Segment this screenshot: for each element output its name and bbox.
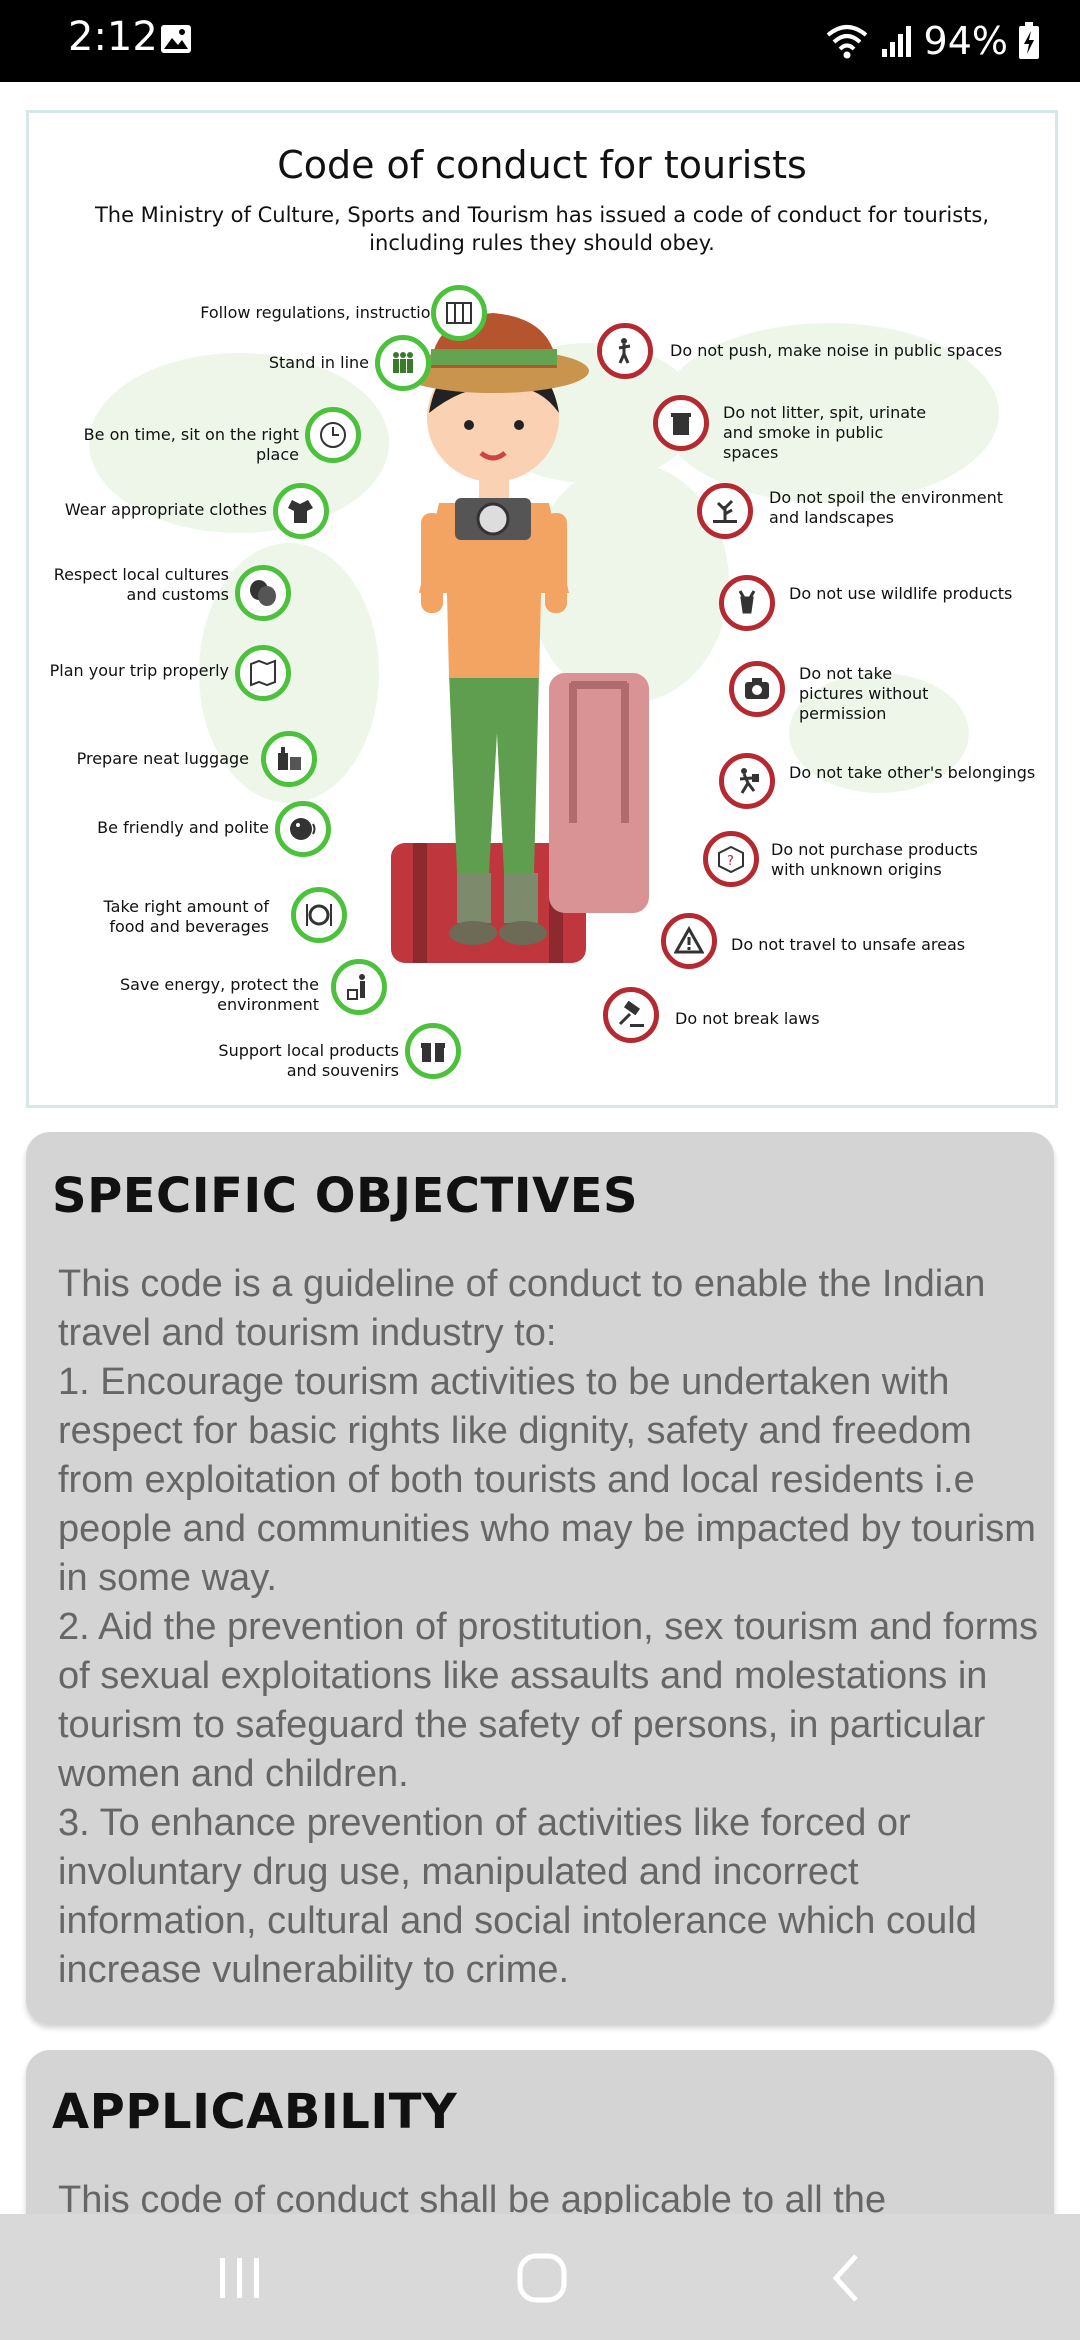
clock-icon: [305, 407, 361, 463]
do-rule-label: Respect local cultures and customs: [53, 565, 229, 604]
do-rule-label: Follow regulations, instructions: [200, 303, 449, 322]
do-rule-label: Stand in line: [268, 353, 369, 372]
do-rule-label: Plan your trip properly: [49, 661, 229, 680]
luggage-icon: [261, 731, 317, 787]
do-rule-label: Be on time, sit on the right place: [83, 425, 299, 464]
infographic-subtitle: The Ministry of Culture, Sports and Tour…: [94, 203, 990, 255]
dont-rule-label: Do not travel to unsafe areas: [731, 935, 966, 954]
map-icon: [431, 285, 487, 341]
gavel-icon: [603, 987, 659, 1043]
code-of-conduct-infographic: Code of conduct for tourists The Ministr…: [26, 110, 1058, 1108]
image-notification-icon: [161, 25, 191, 53]
applicability-heading: APPLICABILITY: [52, 2084, 458, 2140]
do-rule-label: Prepare neat luggage: [76, 749, 249, 768]
do-rule-label: Support local products and souvenirs: [218, 1041, 399, 1080]
do-rule-label: Take right amount of food and beverages: [103, 897, 269, 936]
wifi-icon: [826, 25, 867, 59]
do-rule-label: Be friendly and polite: [97, 818, 269, 837]
friendly-icon: [275, 801, 331, 857]
status-bar: 2:12 94%: [0, 0, 1080, 82]
status-time: 2:12: [68, 14, 158, 60]
dont-rule-label: Do not spoil the environment and landsca…: [769, 488, 1003, 527]
plate-icon: [291, 887, 347, 943]
do-rule-label: Wear appropriate clothes: [64, 500, 267, 519]
back-button[interactable]: [822, 2250, 872, 2306]
dont-rule-label: Do not use wildlife products: [789, 584, 1013, 603]
map-plan-icon: [235, 645, 291, 701]
dont-rule-label: Do not litter, spit, urinate and smoke i…: [723, 403, 927, 462]
recent-apps-button[interactable]: [210, 2252, 270, 2302]
do-rule-label: Save energy, protect the environment: [120, 975, 319, 1014]
specific-objectives-card: SPECIFIC OBJECTIVES This code is a guide…: [26, 1132, 1054, 2024]
tree-icon: [697, 483, 753, 539]
camera-icon: [729, 661, 785, 717]
thief-icon: [719, 753, 775, 809]
queue-icon: [375, 335, 431, 391]
masks-icon: [235, 565, 291, 621]
warning-icon: [661, 913, 717, 969]
infographic-title: Code of conduct for tourists: [277, 143, 807, 187]
signal-icon: [881, 26, 911, 57]
recycle-icon: [331, 959, 387, 1015]
dont-rule-label: Do not push, make noise in public spaces: [670, 341, 1003, 360]
gift-icon: [405, 1023, 461, 1079]
objectives-heading: SPECIFIC OBJECTIVES: [52, 1168, 639, 1224]
svg-text:?: ?: [727, 854, 734, 869]
dont-rule-label: Do not purchase products with unknown or…: [771, 840, 978, 879]
home-button[interactable]: [512, 2250, 572, 2306]
trash-icon: [653, 395, 709, 451]
battery-charging-icon: [1019, 22, 1039, 59]
battery-percent: 94%: [923, 19, 1008, 63]
status-right-group: 94%: [824, 14, 1040, 68]
dont-rule-label: Do not break laws: [675, 1009, 820, 1028]
objectives-body: This code is a guideline of conduct to e…: [58, 1263, 1039, 1991]
navigation-bar: [0, 2214, 1080, 2340]
infographic-illustration: [89, 313, 999, 963]
clothes-icon: [273, 483, 329, 539]
box-icon: ?: [703, 831, 759, 887]
dont-rule-label: Do not take other's belongings: [789, 763, 1036, 782]
dont-rule-label: Do not take pictures without permission: [799, 664, 929, 723]
noise-icon: [597, 323, 653, 379]
deer-icon: [719, 575, 775, 631]
